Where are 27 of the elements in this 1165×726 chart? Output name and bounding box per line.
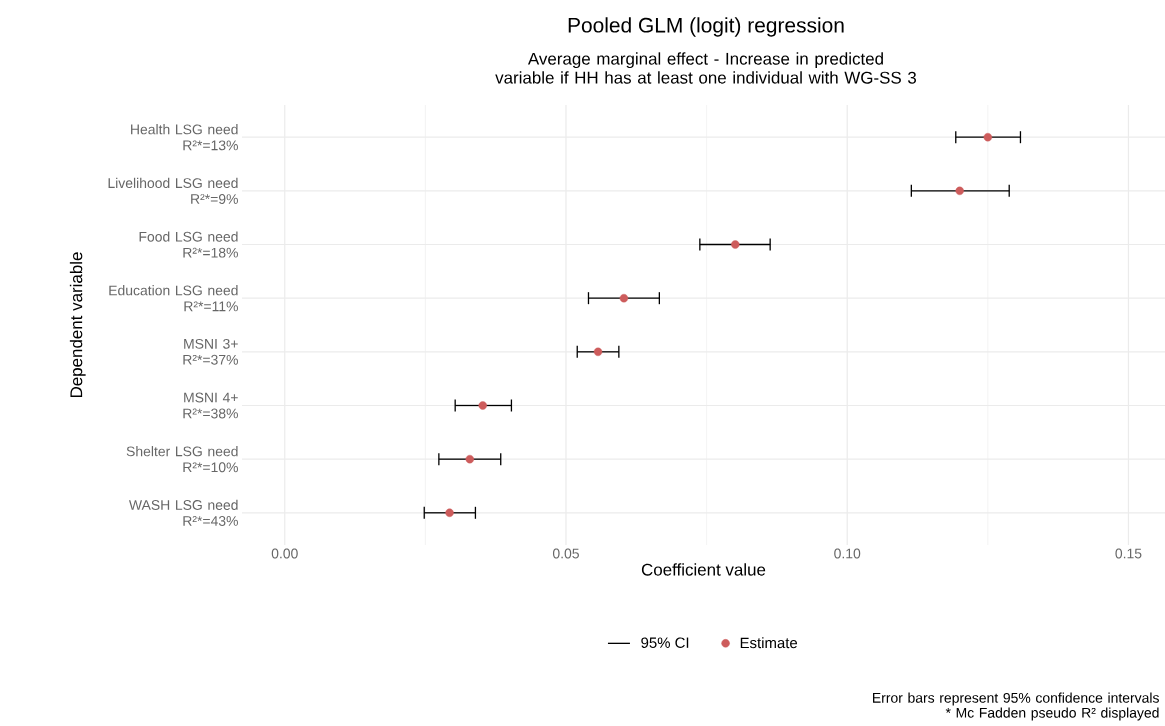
x-tick-label: 0.05 bbox=[552, 548, 579, 559]
x-tick-label: 0.15 bbox=[1115, 548, 1142, 559]
point bbox=[593, 347, 603, 357]
y-tick-label: Health LSG need R²*=13% bbox=[131, 124, 238, 151]
y-tick-label: WASH LSG need R²*=43% bbox=[128, 499, 238, 526]
point bbox=[478, 401, 487, 410]
x-axis-title: Coefficient value bbox=[641, 563, 766, 576]
y-tick-label: Education LSG need R²*=11% bbox=[109, 285, 238, 312]
point bbox=[983, 133, 993, 142]
y-tick-label: MSNI 4+ R²*=38% bbox=[183, 392, 238, 419]
text: 95% CI bbox=[641, 637, 689, 648]
legend-label: Estimate bbox=[740, 637, 798, 649]
point bbox=[465, 454, 474, 464]
x-tick-label: 0.00 bbox=[271, 548, 298, 559]
chart-title: Pooled GLM (logit) regression bbox=[568, 17, 844, 37]
y-tick-label: Food LSG need R²*=18% bbox=[139, 231, 238, 258]
y-tick-label: MSNI 3+ R²*=37% bbox=[183, 338, 238, 365]
point bbox=[445, 508, 454, 518]
text: Error bars represent 95% confidence intervals * Mc Fadden pseudo R² displayed bbox=[873, 692, 1159, 721]
chart-subtitle: Average marginal effect - Increase in predicted variable if HH has at least one individual with WG-SS 3 bbox=[495, 52, 917, 84]
y-tick-label: Shelter LSG need R²*=10% bbox=[126, 446, 238, 473]
point bbox=[955, 186, 964, 196]
point bbox=[731, 240, 740, 249]
point bbox=[619, 293, 629, 303]
y-axis-title: Dependent variable bbox=[69, 252, 86, 398]
x-tick-label: 0.10 bbox=[834, 548, 861, 559]
y-tick-label: Livelihood LSG need R²*=9% bbox=[108, 177, 238, 204]
